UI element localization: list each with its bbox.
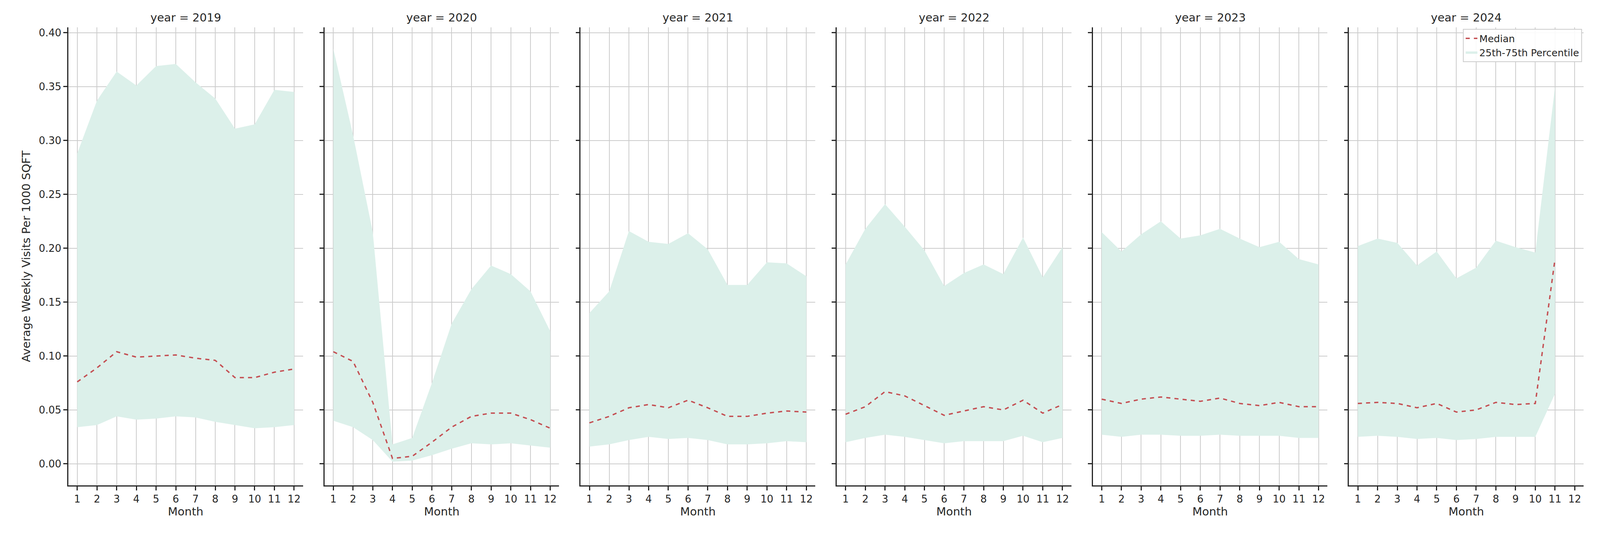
svg-text:0.15: 0.15 xyxy=(38,296,62,309)
svg-text:2: 2 xyxy=(350,493,357,506)
svg-text:Month: Month xyxy=(680,505,716,519)
svg-text:5: 5 xyxy=(665,493,672,506)
svg-text:10: 10 xyxy=(1528,493,1542,506)
svg-text:Month: Month xyxy=(1192,505,1229,519)
svg-text:3: 3 xyxy=(625,493,633,506)
svg-text:Average Weekly Visits Per 1000: Average Weekly Visits Per 1000 SQFT xyxy=(19,150,33,363)
svg-text:4: 4 xyxy=(1157,493,1165,506)
svg-text:Month: Month xyxy=(424,505,460,519)
svg-text:12: 12 xyxy=(287,493,301,506)
svg-text:9: 9 xyxy=(1512,493,1520,506)
svg-text:0.25: 0.25 xyxy=(38,188,62,201)
svg-text:year = 2023: year = 2023 xyxy=(1175,10,1246,25)
svg-text:3: 3 xyxy=(881,493,889,506)
svg-text:Month: Month xyxy=(167,505,204,519)
svg-text:7: 7 xyxy=(192,493,199,506)
svg-text:10: 10 xyxy=(1272,493,1286,506)
svg-text:6: 6 xyxy=(684,493,692,506)
svg-text:6: 6 xyxy=(1453,493,1460,506)
svg-text:3: 3 xyxy=(1137,493,1145,506)
svg-text:year = 2022: year = 2022 xyxy=(918,10,990,25)
svg-text:9: 9 xyxy=(744,493,751,506)
svg-text:7: 7 xyxy=(704,493,712,506)
svg-text:0.30: 0.30 xyxy=(38,134,62,147)
svg-text:9: 9 xyxy=(487,493,495,506)
svg-text:4: 4 xyxy=(389,493,397,506)
svg-text:11: 11 xyxy=(1548,493,1562,506)
svg-text:25th-75th Percentile: 25th-75th Percentile xyxy=(1479,47,1579,59)
svg-text:6: 6 xyxy=(172,493,180,506)
svg-text:9: 9 xyxy=(1000,493,1007,506)
svg-text:Median: Median xyxy=(1479,33,1515,45)
svg-text:5: 5 xyxy=(152,493,160,506)
svg-text:10: 10 xyxy=(1016,493,1030,506)
svg-text:11: 11 xyxy=(1036,493,1050,506)
svg-text:2: 2 xyxy=(1118,493,1125,506)
svg-text:1: 1 xyxy=(73,493,81,506)
svg-text:6: 6 xyxy=(428,493,436,506)
svg-text:5: 5 xyxy=(1177,493,1184,506)
svg-text:8: 8 xyxy=(467,493,475,506)
svg-text:year = 2019: year = 2019 xyxy=(150,10,222,25)
svg-text:8: 8 xyxy=(1236,493,1243,506)
svg-text:11: 11 xyxy=(524,493,538,506)
svg-text:1: 1 xyxy=(330,493,337,506)
svg-text:4: 4 xyxy=(133,493,140,506)
svg-text:6: 6 xyxy=(1197,493,1204,506)
svg-text:1: 1 xyxy=(1098,493,1106,506)
svg-text:Month: Month xyxy=(936,505,972,519)
svg-text:6: 6 xyxy=(941,493,948,506)
svg-text:12: 12 xyxy=(1568,493,1582,506)
svg-text:8: 8 xyxy=(724,493,731,506)
svg-text:7: 7 xyxy=(960,493,968,506)
svg-text:0.35: 0.35 xyxy=(38,80,62,93)
svg-text:7: 7 xyxy=(1473,493,1480,506)
svg-text:12: 12 xyxy=(543,493,557,506)
svg-text:8: 8 xyxy=(1492,493,1500,506)
svg-text:0.05: 0.05 xyxy=(38,404,62,417)
svg-text:8: 8 xyxy=(980,493,988,506)
svg-text:7: 7 xyxy=(1216,493,1224,506)
svg-text:4: 4 xyxy=(1413,493,1421,506)
svg-text:0.20: 0.20 xyxy=(38,242,62,255)
svg-text:0.10: 0.10 xyxy=(38,350,62,363)
svg-text:year = 2021: year = 2021 xyxy=(662,10,734,25)
svg-text:Month: Month xyxy=(1448,505,1484,519)
svg-text:8: 8 xyxy=(212,493,219,506)
svg-text:2: 2 xyxy=(862,493,869,506)
svg-text:10: 10 xyxy=(760,493,774,506)
svg-text:3: 3 xyxy=(113,493,120,506)
svg-text:2: 2 xyxy=(1374,493,1381,506)
svg-text:5: 5 xyxy=(1433,493,1441,506)
svg-text:10: 10 xyxy=(504,493,518,506)
svg-text:1: 1 xyxy=(1354,493,1362,506)
svg-text:7: 7 xyxy=(448,493,456,506)
svg-text:11: 11 xyxy=(267,493,281,506)
svg-text:4: 4 xyxy=(645,493,652,506)
svg-text:1: 1 xyxy=(586,493,593,506)
svg-text:1: 1 xyxy=(842,493,849,506)
svg-text:2: 2 xyxy=(605,493,613,506)
svg-text:12: 12 xyxy=(1055,493,1069,506)
svg-text:9: 9 xyxy=(231,493,239,506)
svg-text:3: 3 xyxy=(1394,493,1401,506)
svg-text:12: 12 xyxy=(800,493,813,506)
svg-text:10: 10 xyxy=(248,493,261,506)
svg-text:5: 5 xyxy=(408,493,416,506)
svg-text:year = 2020: year = 2020 xyxy=(406,10,477,25)
svg-text:5: 5 xyxy=(921,493,928,506)
svg-text:0.40: 0.40 xyxy=(38,26,62,39)
svg-text:9: 9 xyxy=(1256,493,1263,506)
svg-text:2: 2 xyxy=(93,493,101,506)
svg-text:12: 12 xyxy=(1312,493,1325,506)
svg-text:11: 11 xyxy=(1292,493,1306,506)
svg-text:0.00: 0.00 xyxy=(38,458,62,470)
svg-text:year = 2024: year = 2024 xyxy=(1430,10,1502,25)
svg-text:11: 11 xyxy=(780,493,793,506)
svg-text:3: 3 xyxy=(369,493,377,506)
svg-text:4: 4 xyxy=(901,493,909,506)
